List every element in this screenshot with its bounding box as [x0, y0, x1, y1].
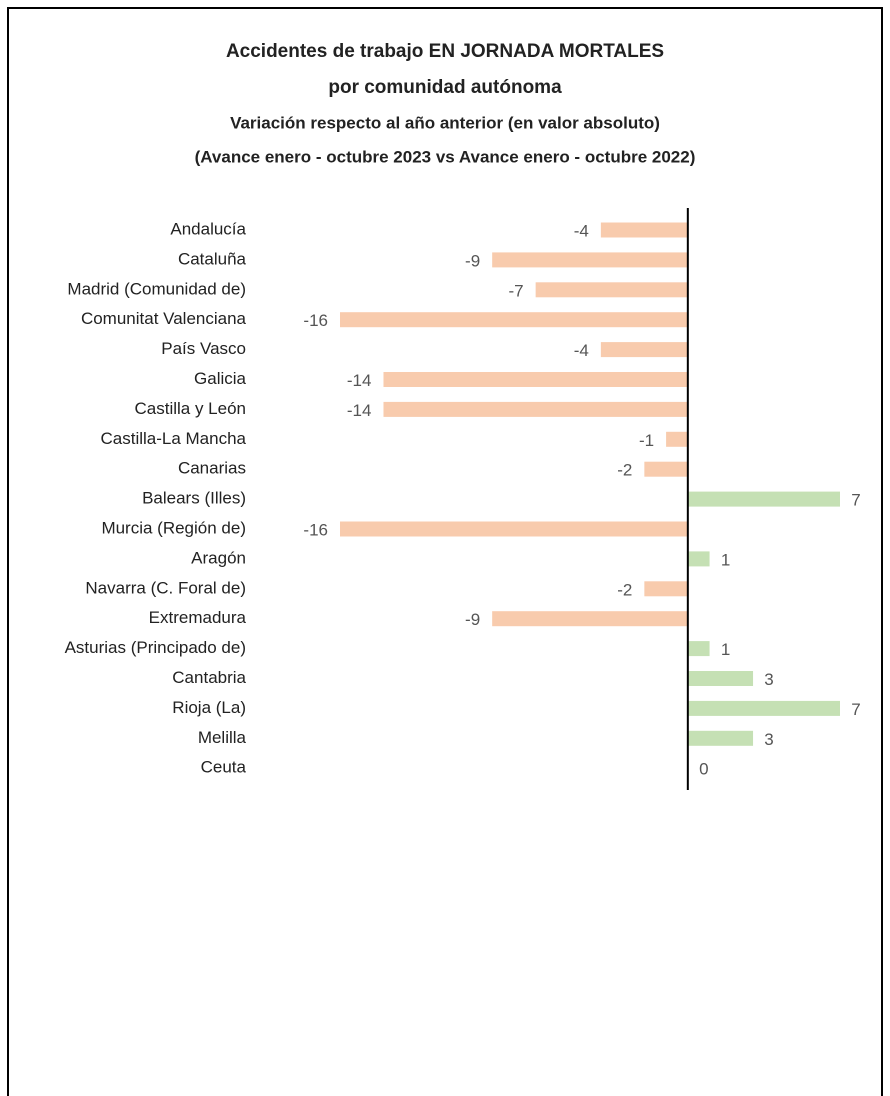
chart-title: por comunidad autónoma [328, 77, 562, 98]
chart-subtitle: (Avance enero - octubre 2023 vs Avance e… [195, 147, 696, 166]
category-label: Cantabria [172, 668, 246, 687]
bar [492, 611, 688, 627]
category-label: Galicia [194, 369, 247, 388]
category-label: Murcia (Región de) [101, 518, 246, 537]
category-label: Rioja (La) [172, 698, 246, 717]
bar [644, 581, 688, 597]
data-label: -2 [617, 580, 632, 599]
bar [687, 730, 754, 746]
data-label: -1 [639, 431, 654, 450]
bar [535, 282, 688, 298]
chart-title: Accidentes de trabajo EN JORNADA MORTALE… [226, 41, 664, 62]
data-label: -4 [574, 341, 589, 360]
chart-subtitle: Variación respecto al año anterior (en v… [230, 113, 660, 132]
category-label: Comunitat Valenciana [81, 309, 247, 328]
category-label: Andalucía [170, 219, 246, 238]
bar [383, 372, 688, 387]
category-label: Castilla-La Mancha [100, 429, 246, 448]
category-label: Asturias (Principado de) [65, 638, 246, 657]
bar [600, 342, 688, 358]
bar [340, 312, 688, 328]
bar [644, 461, 688, 477]
category-label: Madrid (Comunidad de) [67, 279, 246, 298]
bar [687, 641, 710, 657]
bar [600, 222, 688, 238]
data-label: -16 [303, 311, 328, 330]
bar [687, 491, 840, 507]
bar [340, 521, 688, 537]
category-label: Castilla y León [134, 399, 246, 418]
data-label: 3 [764, 670, 773, 689]
data-label: 7 [851, 700, 860, 719]
data-label: -4 [574, 221, 589, 240]
data-label: 0 [699, 760, 708, 779]
bar [687, 671, 754, 686]
category-label: Ceuta [201, 758, 247, 777]
data-label: -7 [509, 281, 524, 300]
bar [666, 431, 688, 447]
data-label: -9 [465, 610, 480, 629]
data-label: -14 [347, 371, 372, 390]
data-label: -2 [617, 461, 632, 480]
category-label: Melilla [198, 728, 247, 747]
category-label: Cataluña [178, 249, 247, 268]
data-label: -16 [303, 520, 328, 539]
data-label: 3 [764, 730, 773, 749]
category-label: Navarra (C. Foral de) [85, 578, 246, 597]
data-label: 7 [851, 491, 860, 510]
frame [7, 7, 883, 1096]
data-label: -9 [465, 251, 480, 270]
category-label: Extremadura [149, 608, 247, 627]
bar [687, 700, 840, 716]
category-label: Canarias [178, 459, 246, 478]
bar [383, 401, 688, 417]
data-label: 1 [721, 550, 730, 569]
category-label: País Vasco [161, 339, 246, 358]
data-label: -14 [347, 401, 372, 420]
bar [687, 551, 710, 567]
data-label: 1 [721, 640, 730, 659]
category-label: Balears (Illes) [142, 489, 246, 508]
category-label: Aragón [191, 548, 246, 567]
bar [492, 252, 688, 268]
